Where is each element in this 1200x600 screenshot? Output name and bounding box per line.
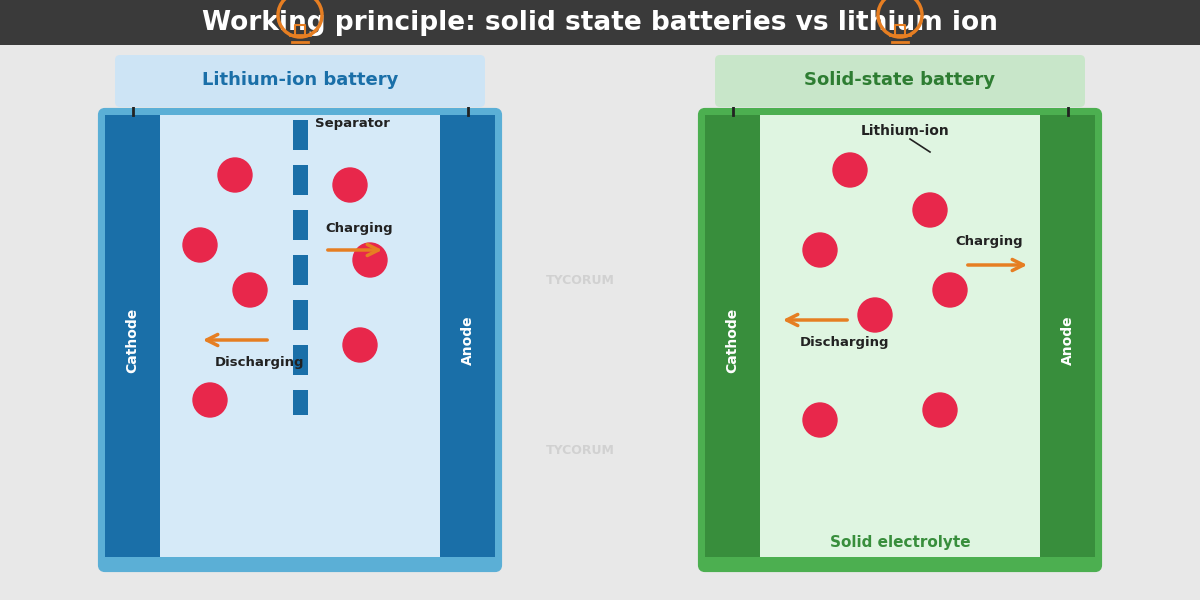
Text: Solid electrolyte: Solid electrolyte xyxy=(829,535,971,551)
Text: TYCORUM: TYCORUM xyxy=(546,443,614,457)
Circle shape xyxy=(913,193,947,227)
Text: TYCORUM: TYCORUM xyxy=(115,473,185,487)
Circle shape xyxy=(833,153,866,187)
FancyBboxPatch shape xyxy=(115,55,485,107)
Text: TYCORUM: TYCORUM xyxy=(916,124,984,136)
Text: TYCORUM: TYCORUM xyxy=(115,244,185,257)
Text: Charging: Charging xyxy=(325,222,392,235)
Text: Anode: Anode xyxy=(461,315,474,365)
Text: TYCORUM: TYCORUM xyxy=(916,394,984,407)
Circle shape xyxy=(934,273,967,307)
Bar xyxy=(293,390,307,415)
Circle shape xyxy=(233,273,266,307)
Bar xyxy=(293,300,307,330)
Text: Cathode: Cathode xyxy=(126,307,139,373)
Circle shape xyxy=(923,393,958,427)
Text: TYCORUM: TYCORUM xyxy=(546,274,614,286)
Bar xyxy=(293,165,307,195)
Bar xyxy=(1040,115,1094,557)
FancyBboxPatch shape xyxy=(100,110,500,570)
Bar xyxy=(293,255,307,285)
Text: Cathode: Cathode xyxy=(726,307,739,373)
Circle shape xyxy=(334,168,367,202)
Text: Working principle: solid state batteries vs lithium ion: Working principle: solid state batteries… xyxy=(202,10,998,35)
Circle shape xyxy=(193,383,227,417)
Text: TYCORUM: TYCORUM xyxy=(715,244,785,257)
Text: Solid-state battery: Solid-state battery xyxy=(804,71,996,89)
Circle shape xyxy=(182,228,217,262)
Bar xyxy=(706,115,760,557)
Text: Separator: Separator xyxy=(314,117,390,130)
FancyBboxPatch shape xyxy=(700,110,1100,570)
Circle shape xyxy=(218,158,252,192)
Circle shape xyxy=(343,328,377,362)
Text: Discharging: Discharging xyxy=(800,336,889,349)
Bar xyxy=(160,115,440,557)
Bar xyxy=(293,210,307,240)
Circle shape xyxy=(803,233,838,267)
FancyBboxPatch shape xyxy=(0,0,1200,45)
Text: TYCORUM: TYCORUM xyxy=(316,124,384,136)
Text: TYCORUM: TYCORUM xyxy=(316,394,384,407)
Text: Charging: Charging xyxy=(955,235,1022,248)
Bar xyxy=(106,115,160,557)
FancyBboxPatch shape xyxy=(715,55,1085,107)
Text: Lithium-ion: Lithium-ion xyxy=(860,124,949,138)
Bar xyxy=(293,345,307,375)
Circle shape xyxy=(858,298,892,332)
Bar xyxy=(760,115,1040,557)
Text: Lithium-ion battery: Lithium-ion battery xyxy=(202,71,398,89)
Text: Discharging: Discharging xyxy=(215,356,305,369)
Text: TYCORUM: TYCORUM xyxy=(715,473,785,487)
Bar xyxy=(440,115,496,557)
Circle shape xyxy=(353,243,386,277)
Circle shape xyxy=(803,403,838,437)
Bar xyxy=(293,120,307,150)
Text: Anode: Anode xyxy=(1061,315,1074,365)
